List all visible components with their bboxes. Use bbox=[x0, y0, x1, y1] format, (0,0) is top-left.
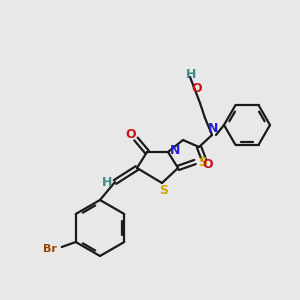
Text: O: O bbox=[126, 128, 136, 140]
Text: N: N bbox=[208, 122, 218, 134]
Text: H: H bbox=[102, 176, 112, 190]
Text: N: N bbox=[170, 145, 180, 158]
Text: Br: Br bbox=[43, 244, 57, 254]
Text: H: H bbox=[186, 68, 196, 82]
Text: O: O bbox=[192, 82, 202, 94]
Text: S: S bbox=[199, 155, 208, 169]
Text: O: O bbox=[203, 158, 213, 172]
Text: S: S bbox=[160, 184, 169, 197]
